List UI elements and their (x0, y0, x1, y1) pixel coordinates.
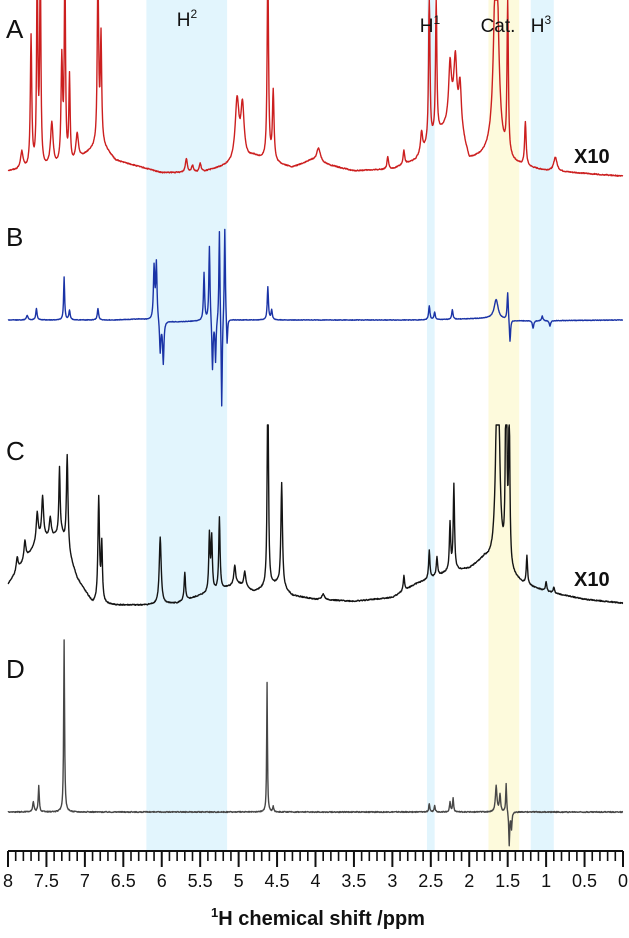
region-h1-band (426, 0, 435, 851)
x-tick-label: 1.5 (495, 871, 520, 891)
panel-label-a: A (6, 14, 24, 44)
x-axis-title: 1H chemical shift /ppm (211, 905, 425, 930)
spectrum-b-trace (7, 228, 624, 407)
x-axis: 8 7.5 7 6.5 6 5.5 5 4.5 4 3.5 3 2.5 2 1.5 1 0.5 0 (3, 850, 628, 891)
region-label-h2: H2 (177, 7, 198, 31)
x-tick-label: 2.5 (418, 871, 443, 891)
x-tick-label: 2 (464, 871, 474, 891)
x-tick-label: 3 (387, 871, 397, 891)
spectrum-a-trace (7, 0, 624, 177)
x-tick-label: 3.5 (341, 871, 366, 891)
scale-label-c: X10 (574, 569, 610, 591)
panel-label-b: B (6, 222, 23, 252)
spectra-traces (7, 0, 624, 847)
panel-label-c: C (6, 436, 25, 466)
x-tick-label: 5.5 (188, 871, 213, 891)
x-tick-label: 6.5 (111, 871, 136, 891)
x-tick-label: 7.5 (34, 871, 59, 891)
region-label-h1: H1 (420, 13, 441, 37)
x-tick-label: 0.5 (572, 871, 597, 891)
x-tick-label: 7 (80, 871, 90, 891)
region-h3-band (530, 0, 554, 851)
region-label-h3: H3 (531, 13, 552, 37)
panel-label-d: D (6, 654, 25, 684)
x-tick-label: 4 (310, 871, 320, 891)
spectrum-d-trace (7, 639, 624, 847)
region-h2-band (146, 0, 228, 851)
x-tick-label: 1 (541, 871, 551, 891)
x-tick-label: 0 (618, 871, 628, 891)
scale-label-a: X10 (574, 146, 610, 168)
x-tick-label: 5 (234, 871, 244, 891)
x-tick-label: 4.5 (265, 871, 290, 891)
highlight-regions (146, 0, 554, 851)
x-tick-label: 6 (157, 871, 167, 891)
spectrum-c-trace (7, 424, 624, 607)
region-label-cat: Cat. (481, 16, 516, 37)
region-cat-band (488, 0, 520, 851)
x-tick-label: 8 (3, 871, 13, 891)
